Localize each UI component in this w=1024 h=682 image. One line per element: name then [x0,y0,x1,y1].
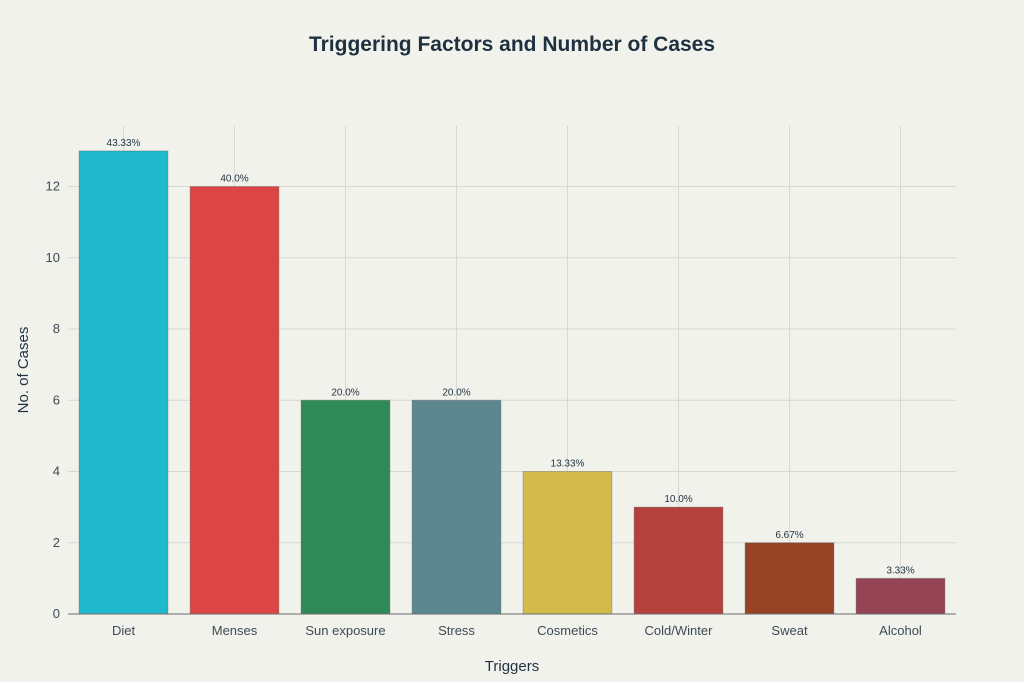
bars-group [78,150,946,615]
x-tick-label: Menses [212,623,258,638]
y-tick-label: 12 [46,179,60,194]
x-tick-label: Cosmetics [537,623,598,638]
bar-sweat [744,542,835,615]
bar-diet [78,150,169,615]
data-label: 20.0% [331,387,359,398]
y-axis-label: No. of Cases [15,327,32,414]
y-tick-label: 8 [53,321,60,336]
x-tick-label: Alcohol [879,623,922,638]
y-tick-label: 2 [53,535,60,550]
data-label: 43.33% [107,138,141,149]
x-tick-labels: Diet Menses Sun exposure Stress Cosmetics Col… [112,623,922,638]
data-label: 13.33% [551,459,585,470]
x-tick-label: Cold/Winter [645,623,714,638]
y-tick-label: 10 [46,250,60,265]
y-tick-label: 0 [53,606,60,621]
x-tick-label: Sun exposure [305,623,385,638]
bar-alcohol [855,577,946,615]
y-tick-label: 6 [53,392,60,407]
bar-menses [189,186,280,615]
x-tick-label: Diet [112,623,136,638]
data-label: 10.0% [664,494,692,505]
y-tick-label: 4 [53,464,60,479]
x-tick-label: Sweat [771,623,808,638]
y-tick-labels: 0 2 4 6 8 10 12 [46,179,60,621]
bar-sun-exposure [300,399,391,615]
x-axis-label: Triggers [485,658,539,675]
data-label: 40.0% [220,174,248,185]
chart-title: Triggering Factors and Number of Cases [309,33,715,56]
bar-cold-winter [633,506,724,615]
data-label: 6.67% [775,530,803,541]
bar-stress [411,399,502,615]
bar-cosmetics [522,471,613,615]
data-labels-group: 43.33% 40.0% 20.0% 20.0% 13.33% 10.0% 6.67% 3.3… [107,138,915,576]
data-label: 3.33% [886,565,914,576]
x-tick-label: Stress [438,623,475,638]
data-label: 20.0% [442,387,470,398]
